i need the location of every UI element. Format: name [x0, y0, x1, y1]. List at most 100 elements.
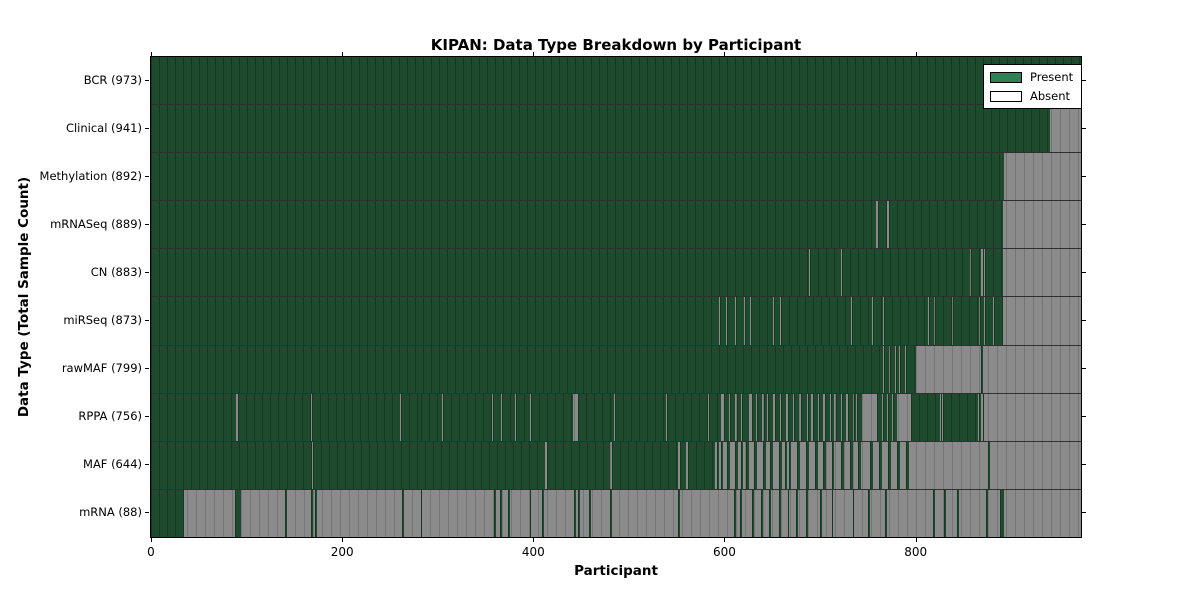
present-segment — [883, 393, 887, 441]
present-segment — [851, 297, 872, 345]
present-segment — [756, 393, 762, 441]
present-segment — [754, 441, 757, 489]
present-segment — [800, 393, 807, 441]
x-axis-title: Participant — [574, 563, 658, 579]
present-segment — [842, 393, 846, 441]
y-tick-mark — [1082, 127, 1086, 129]
y-tick-mark — [145, 271, 149, 273]
y-tick-label: Clinical (941) — [65, 121, 142, 135]
y-tick-label: miRSeq (873) — [63, 313, 142, 327]
present-segment — [809, 249, 842, 297]
present-segment — [944, 489, 947, 537]
present-segment — [315, 489, 318, 537]
legend-swatch-absent — [990, 90, 1022, 102]
present-segment — [877, 393, 883, 441]
present-segment — [872, 297, 884, 345]
present-segment — [679, 441, 687, 489]
present-segment — [237, 393, 311, 441]
present-segment — [857, 393, 863, 441]
y-tick-label: BCR (973) — [83, 73, 142, 87]
x-tick-mark — [533, 52, 535, 56]
present-segment — [787, 489, 790, 537]
present-segment — [847, 393, 853, 441]
present-segment — [578, 489, 581, 537]
present-segment — [752, 393, 756, 441]
present-segment — [768, 393, 774, 441]
present-segment — [985, 297, 994, 345]
present-segment — [401, 393, 421, 441]
present-segment — [897, 441, 901, 489]
present-segment — [151, 57, 1081, 105]
present-segment — [310, 489, 313, 537]
present-segment — [849, 441, 853, 489]
y-axis-title: Data Type (Total Sample Count) — [16, 176, 32, 418]
x-tick-mark — [342, 538, 344, 542]
present-segment — [769, 489, 772, 537]
present-segment — [284, 489, 287, 537]
present-segment — [762, 441, 766, 489]
y-tick-label: CN (883) — [90, 265, 142, 279]
present-segment — [906, 345, 916, 393]
y-tick-label: rawMAF (799) — [61, 361, 142, 375]
present-segment — [546, 441, 610, 489]
x-tick-mark — [151, 52, 152, 56]
y-tick-mark — [1082, 175, 1086, 177]
legend-item-present: Present — [990, 70, 1073, 84]
present-segment — [956, 489, 959, 537]
x-tick-label: 400 — [521, 545, 545, 559]
present-segment — [789, 441, 792, 489]
present-segment — [982, 249, 985, 297]
present-segment — [151, 105, 1051, 153]
y-tick-label: MAF (644) — [83, 457, 142, 471]
present-segment — [151, 441, 312, 489]
y-tick-mark — [145, 223, 149, 225]
present-segment — [934, 297, 952, 345]
present-segment — [727, 441, 731, 489]
present-segment — [980, 345, 983, 393]
present-segment — [906, 441, 909, 489]
present-segment — [988, 441, 991, 489]
y-tick-label: mRNA (88) — [79, 505, 142, 519]
present-segment — [744, 297, 751, 345]
present-segment — [822, 441, 826, 489]
present-segment — [895, 345, 900, 393]
y-tick-mark — [145, 175, 149, 177]
present-segment — [760, 489, 763, 537]
x-tick-mark — [533, 538, 535, 542]
y-tick-mark — [145, 463, 149, 465]
present-segment — [884, 297, 929, 345]
present-segment — [151, 249, 809, 297]
y-tick-mark — [1082, 511, 1086, 513]
present-segment — [493, 393, 501, 441]
y-tick-mark — [145, 319, 149, 321]
y-tick-mark — [1082, 463, 1086, 465]
present-segment — [797, 441, 800, 489]
present-segment — [813, 393, 819, 441]
present-segment — [746, 441, 750, 489]
y-tick-mark — [1082, 79, 1086, 81]
y-tick-mark — [145, 511, 149, 513]
present-segment — [501, 393, 516, 441]
present-segment — [982, 393, 985, 441]
legend-label: Absent — [1030, 89, 1071, 103]
present-segment — [805, 441, 809, 489]
y-tick-label: Methylation (892) — [39, 169, 142, 183]
x-tick-mark — [151, 538, 152, 542]
present-segment — [819, 393, 823, 441]
present-segment — [609, 489, 612, 537]
present-segment — [831, 489, 834, 537]
present-segment — [151, 393, 237, 441]
present-segment — [588, 489, 591, 537]
present-segment — [774, 297, 780, 345]
y-tick-mark — [145, 415, 149, 417]
y-tick-mark — [1082, 223, 1086, 225]
present-segment — [867, 489, 870, 537]
present-segment — [421, 393, 442, 441]
x-tick-label: 0 — [147, 545, 155, 559]
x-tick-mark — [342, 52, 344, 56]
legend-swatch-present — [990, 71, 1022, 83]
present-segment — [885, 489, 887, 537]
present-segment — [884, 345, 889, 393]
present-segment — [752, 489, 755, 537]
